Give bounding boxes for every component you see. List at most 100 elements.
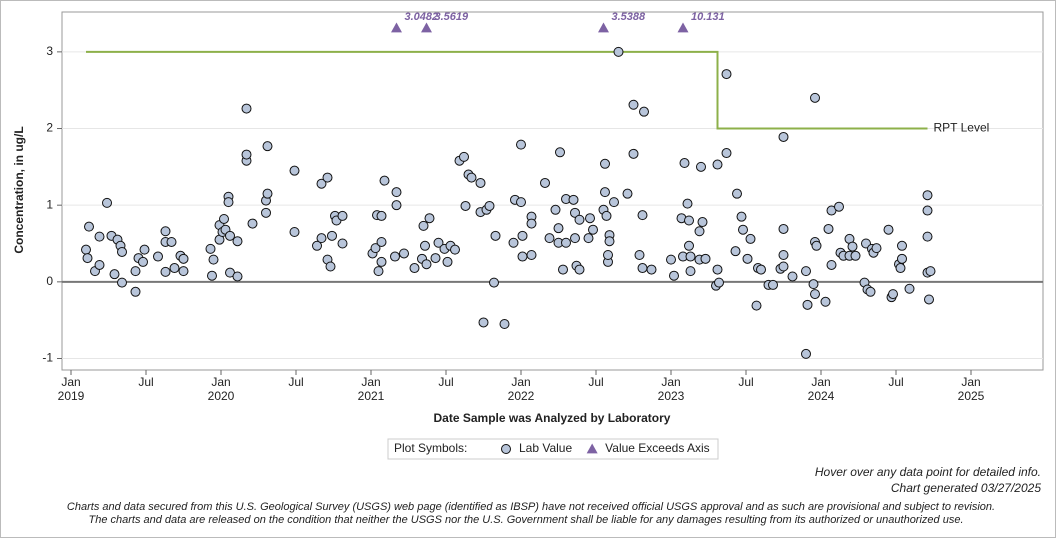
data-point (241, 103, 252, 114)
data-point (634, 250, 645, 261)
data-point (550, 204, 561, 215)
data-point (153, 251, 163, 262)
data-point (289, 165, 300, 176)
data-point (714, 277, 724, 288)
data-point (682, 198, 693, 209)
data-point (628, 99, 639, 110)
data-point (895, 263, 906, 274)
data-point (544, 233, 555, 244)
x-tick-label: Jan 2024 (808, 375, 835, 403)
data-point (639, 106, 649, 117)
data-point (778, 261, 789, 272)
disclaimer: Charts and data secured from this U.S. G… (67, 501, 995, 513)
x-tick-label: Jul (288, 375, 303, 389)
note: Chart generated 03/27/2025 (891, 481, 1041, 495)
y-tick-label: 1 (46, 197, 53, 211)
data-point (730, 246, 741, 257)
data-point (628, 148, 639, 159)
data-point (430, 253, 441, 264)
data-point (247, 218, 258, 229)
data-point (508, 237, 519, 248)
data-point (178, 266, 189, 277)
data-point (666, 254, 676, 265)
data-point (499, 319, 510, 330)
data-point (475, 177, 486, 188)
data-point (622, 188, 633, 199)
data-point (700, 253, 711, 264)
data-point (160, 266, 171, 277)
data-point (130, 266, 141, 277)
exceeds-marker (391, 22, 402, 33)
data-point (376, 256, 387, 267)
data-point (778, 131, 789, 142)
data-point (178, 253, 189, 264)
data-point (459, 151, 469, 162)
data-point (109, 269, 120, 280)
data-point (865, 286, 876, 297)
data-point (102, 197, 112, 208)
data-point (316, 233, 327, 244)
data-point (574, 214, 585, 225)
data-point (169, 263, 180, 274)
data-point (684, 215, 694, 226)
exceeds-label: 3.0482 (405, 11, 439, 23)
data-point (420, 240, 430, 251)
x-tick-label: Jul (588, 375, 603, 389)
data-point (751, 300, 762, 311)
data-point (787, 271, 798, 282)
x-axis-label: Date Sample was Analyzed by Laboratory (434, 411, 671, 425)
data-point (778, 250, 789, 261)
data-point (526, 250, 537, 261)
data-point (555, 147, 565, 158)
data-point (391, 187, 402, 198)
data-point (391, 200, 402, 211)
data-point (166, 236, 177, 247)
data-point (160, 226, 171, 237)
data-point (82, 253, 93, 264)
data-point (376, 210, 387, 221)
data-point (442, 256, 453, 267)
legend-box (387, 438, 719, 460)
x-tick-label: Jul (138, 375, 153, 389)
x-tick-label: Jan 2023 (658, 375, 685, 403)
data-point (922, 205, 933, 216)
data-point (208, 254, 219, 265)
x-tick-label: Jan 2019 (58, 375, 85, 403)
x-tick-label: Jul (738, 375, 753, 389)
data-point (379, 175, 390, 186)
legend-label: Lab Value (519, 441, 572, 455)
data-point (433, 237, 444, 248)
data-point (601, 210, 612, 221)
data-point (376, 236, 387, 247)
data-point (424, 213, 435, 224)
data-point (399, 248, 409, 259)
data-point (646, 264, 657, 275)
data-point (820, 296, 831, 307)
data-point (232, 236, 243, 247)
data-point (517, 251, 528, 262)
legend-symbol (501, 444, 511, 454)
x-tick-label: Jan 2020 (208, 375, 235, 403)
data-point (603, 250, 613, 261)
data-point (225, 230, 235, 241)
data-point (478, 317, 489, 328)
rpt-line (86, 50, 928, 130)
data-point (736, 211, 747, 222)
data-point (802, 299, 813, 310)
data-point (637, 263, 648, 274)
x-tick-label: Jan 2022 (508, 375, 535, 403)
x-tick-label: Jul (438, 375, 453, 389)
data-point (712, 159, 723, 170)
data-point (526, 218, 537, 229)
data-point (904, 283, 915, 294)
data-point (261, 207, 271, 218)
data-point (834, 201, 844, 212)
data-point (262, 188, 273, 199)
data-point (850, 250, 861, 261)
data-point (778, 223, 789, 234)
data-point (810, 289, 820, 300)
data-point (312, 240, 322, 251)
data-point (924, 294, 934, 305)
data-point (685, 251, 696, 262)
